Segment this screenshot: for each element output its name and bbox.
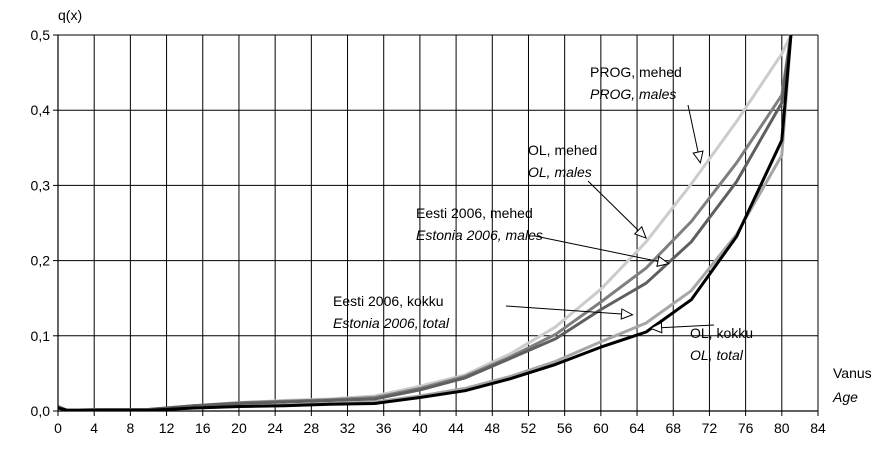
x-tick-label: 68 [665,420,681,436]
annotations: PROG, mehed PROG, males OL, mehed OL, males… [333,64,753,363]
x-tick-label: 48 [484,420,500,436]
annotation-arrowhead [656,255,670,267]
y-tick-label: 0,4 [31,102,51,118]
x-tick-label: 76 [738,420,754,436]
annotation-arrow [587,180,647,239]
annotation-label: OL, kokku [690,325,753,341]
series-line-1 [58,34,793,411]
y-tick-label: 0,5 [31,27,51,43]
series-line-2 [58,34,793,411]
annotation-arrowhead [692,150,704,165]
x-axis-label: Vanus [833,365,872,381]
annotation-arrow [534,235,669,265]
x-tick-label: 4 [90,420,98,436]
annotation-label-en: PROG, males [590,86,676,102]
x-tick-label: 0 [54,420,62,436]
annotation-label-en: Estonia 2006, males [416,227,543,243]
x-tick-label: 40 [412,420,428,436]
x-tick-label: 28 [304,420,320,436]
annotation-label-en: OL, males [528,164,592,180]
x-tick-label: 84 [810,420,826,436]
x-tick-label: 44 [448,420,464,436]
y-tick-label: 0,3 [31,177,51,193]
x-tick-label: 8 [126,420,134,436]
x-tick-label: 60 [593,420,609,436]
y-axis-label: q(x) [58,7,82,23]
annotation-label: Eesti 2006, mehed [416,205,533,221]
y-tick-label: 0,2 [31,253,51,269]
series-line-4 [58,34,793,411]
annotation-arrowhead [620,308,634,320]
series-line-3 [58,34,793,411]
series-lines [58,34,793,411]
x-tick-label: 12 [159,420,175,436]
x-tick-label: 56 [557,420,573,436]
x-tick-label: 64 [629,420,645,436]
x-tick-label: 80 [774,420,790,436]
x-tick-label: 24 [267,420,283,436]
x-axis-label-en: Age [832,389,858,405]
x-tick-label: 32 [340,420,356,436]
x-tick-label: 36 [376,420,392,436]
x-tick-label: 52 [521,420,537,436]
x-tick-label: 16 [195,420,211,436]
annotation-label: PROG, mehed [590,64,682,80]
grid [58,34,819,411]
annotation-arrow [505,305,633,316]
annotation-label-en: OL, total [690,347,744,363]
y-tick-label: 0,1 [31,328,51,344]
annotation-label-en: Estonia 2006, total [333,315,450,331]
series-line-0 [58,34,793,411]
annotation-label: OL, mehed [528,142,597,158]
axes [53,34,819,416]
annotation-label: Eesti 2006, kokku [333,293,444,309]
annotation-arrowhead [633,225,647,239]
tick-labels: 0 4 8 12 16 20 24 28 32 36 40 44 48 52 56 60 64 68 72 76 80 8… [31,27,826,436]
annotation-arrowhead [649,321,663,334]
x-tick-label: 72 [702,420,718,436]
x-tick-label: 20 [231,420,247,436]
y-tick-label: 0,0 [31,403,51,419]
